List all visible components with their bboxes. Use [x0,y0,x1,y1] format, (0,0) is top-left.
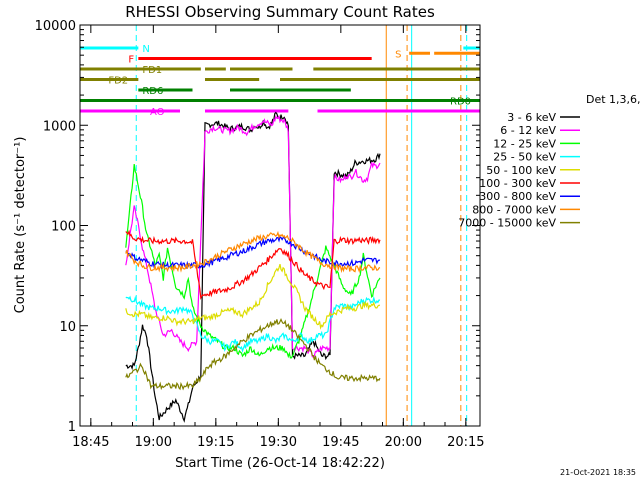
flag-label: AO [150,107,165,118]
y-tick-label: 100 [51,220,76,235]
flag-bars: N S F FD1 FD2 RD6 RD0 AO [80,44,480,118]
series-line-1 [125,114,381,358]
series-line-8 [125,318,381,391]
x-tick-label: 19:30 [260,435,297,450]
flag-label: S [395,49,401,60]
y-tick-label: 1000 [43,119,76,134]
y-axis-label: Count Rate (s⁻¹ detector⁻¹) [13,137,28,314]
x-tick-label: 19:15 [197,435,234,450]
legend-entry-label: 7000 - 15000 keV [458,217,556,230]
legend-entry-label: 800 - 7000 keV [472,203,556,216]
series-line-2 [125,164,381,359]
legend-entry-label: 25 - 50 keV [493,151,556,164]
x-tick-label: 19:00 [135,435,172,450]
y-tick-label: 1 [68,420,76,435]
legend-title: Det 1,3,6,9 [586,93,640,106]
flag-label: N [142,44,149,55]
legend-entry-label: 100 - 300 keV [479,177,556,190]
axes: 18:45 19:00 19:15 19:30 19:45 20:00 20:15 1 10 10… [35,19,485,450]
legend-entry-label: 6 - 12 keV [500,124,556,137]
flag-label: RD6 [142,86,163,97]
y-tick-label: 10 [59,320,76,335]
series-line-7 [125,230,381,274]
series-line-4 [125,263,381,330]
plot-area [135,25,468,426]
x-tick-label: 18:45 [72,435,109,450]
series-lines [125,111,381,423]
y-tick-label: 10000 [35,19,76,34]
x-tick-label: 19:45 [322,435,359,450]
legend-entry-label: 300 - 800 keV [479,190,556,203]
x-tick-label: 20:00 [385,435,422,450]
flag-label: FD1 [142,65,162,76]
flag-label: F [128,55,134,66]
x-tick-label: 20:15 [447,435,484,450]
x-axis-label: Start Time (26-Oct-14 18:42:22) [175,456,385,471]
chart-title: RHESSI Observing Summary Count Rates [125,3,435,21]
series-line-6 [125,236,381,270]
legend-entry-label: 12 - 25 keV [493,137,556,150]
series-line-3 [125,295,381,353]
footer-timestamp: 21-Oct-2021 18:35 [560,468,636,477]
legend-entry-label: 50 - 100 keV [486,164,556,177]
flag-label: RD0 [450,97,471,108]
legend-entry-label: 3 - 6 keV [507,111,556,124]
series-line-5 [125,229,381,300]
flag-label: FD2 [108,76,128,87]
